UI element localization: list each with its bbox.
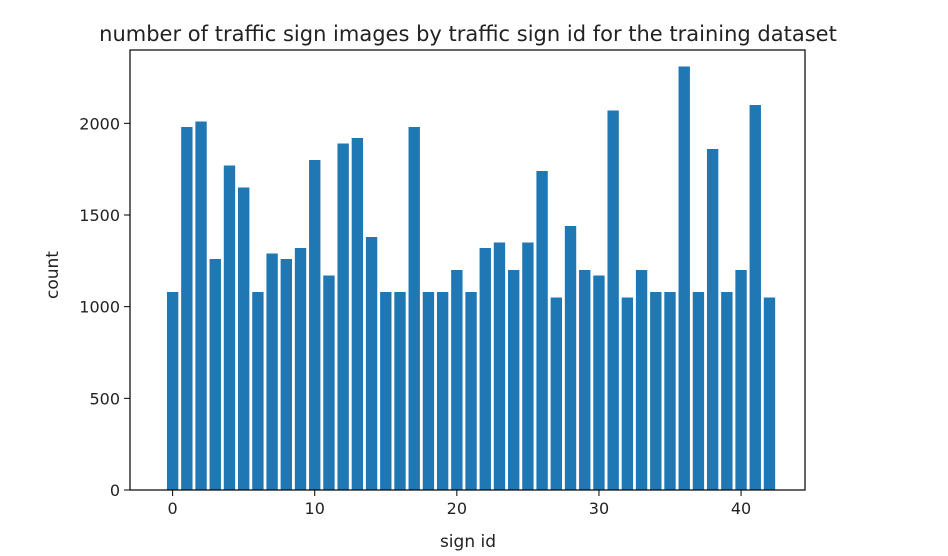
x-tick-label: 40 [731, 499, 751, 518]
bar-sign-11 [323, 275, 335, 490]
y-tick-label: 1000 [79, 298, 120, 317]
bar-sign-36 [678, 66, 690, 490]
chart-title: number of traffic sign images by traffic… [99, 22, 837, 46]
bar-sign-26 [536, 171, 548, 490]
bar-sign-33 [635, 270, 648, 490]
bar-sign-13 [351, 138, 364, 490]
x-tick-label: 10 [305, 499, 325, 518]
bar-sign-1 [181, 127, 193, 490]
bar-sign-21 [465, 292, 477, 490]
bar-sign-18 [422, 292, 435, 490]
x-axis-ticks: 0 10 20 30 40 [168, 490, 751, 518]
bar-sign-15 [380, 292, 392, 490]
bar-sign-12 [337, 143, 349, 490]
bar-sign-20 [451, 270, 463, 490]
plot-frame [129, 49, 806, 491]
bar-sign-32 [621, 297, 634, 490]
bar-sign-8 [280, 259, 292, 490]
y-tick-label: 2000 [79, 114, 120, 133]
x-tick-label: 30 [589, 499, 609, 518]
bar-sign-16 [394, 292, 406, 490]
bar-sign-29 [579, 270, 591, 490]
bar-sign-28 [564, 226, 577, 490]
bar-sign-34 [650, 292, 662, 490]
bar-sign-23 [493, 242, 506, 490]
bars [166, 66, 776, 490]
x-tick-label: 20 [447, 499, 467, 518]
bar-sign-24 [508, 270, 520, 490]
bar-sign-2 [195, 121, 207, 490]
y-tick-label: 500 [89, 389, 120, 408]
bar-sign-22 [479, 248, 491, 490]
bar-sign-35 [664, 292, 676, 490]
bar-sign-41 [749, 105, 761, 490]
y-axis-ticks: 0 500 1000 1500 2000 [79, 114, 130, 500]
bar-sign-19 [436, 292, 449, 490]
x-axis-label: sign id [440, 532, 496, 552]
bar-sign-5 [238, 187, 250, 490]
bar-sign-6 [252, 292, 264, 490]
bar-sign-30 [593, 275, 605, 490]
y-tick-label: 1500 [79, 206, 120, 225]
bar-sign-39 [721, 292, 733, 490]
bar-sign-3 [209, 259, 221, 490]
bar-sign-42 [763, 297, 776, 490]
bar-sign-14 [365, 237, 378, 490]
bar-sign-27 [550, 297, 562, 490]
y-tick-label: 0 [110, 481, 120, 500]
y-axis-label: count [43, 251, 63, 299]
bar-sign-40 [735, 270, 747, 490]
bar-sign-9 [294, 248, 307, 490]
bar-sign-25 [522, 242, 534, 490]
bar-sign-31 [607, 110, 619, 490]
bar-sign-0 [166, 292, 179, 490]
bar-sign-17 [408, 127, 420, 490]
bar-sign-38 [706, 149, 719, 490]
bar-sign-7 [266, 253, 278, 490]
bar-sign-4 [223, 165, 236, 490]
bar-sign-10 [309, 160, 321, 490]
bar-sign-37 [692, 292, 705, 490]
x-tick-label: 0 [168, 499, 178, 518]
